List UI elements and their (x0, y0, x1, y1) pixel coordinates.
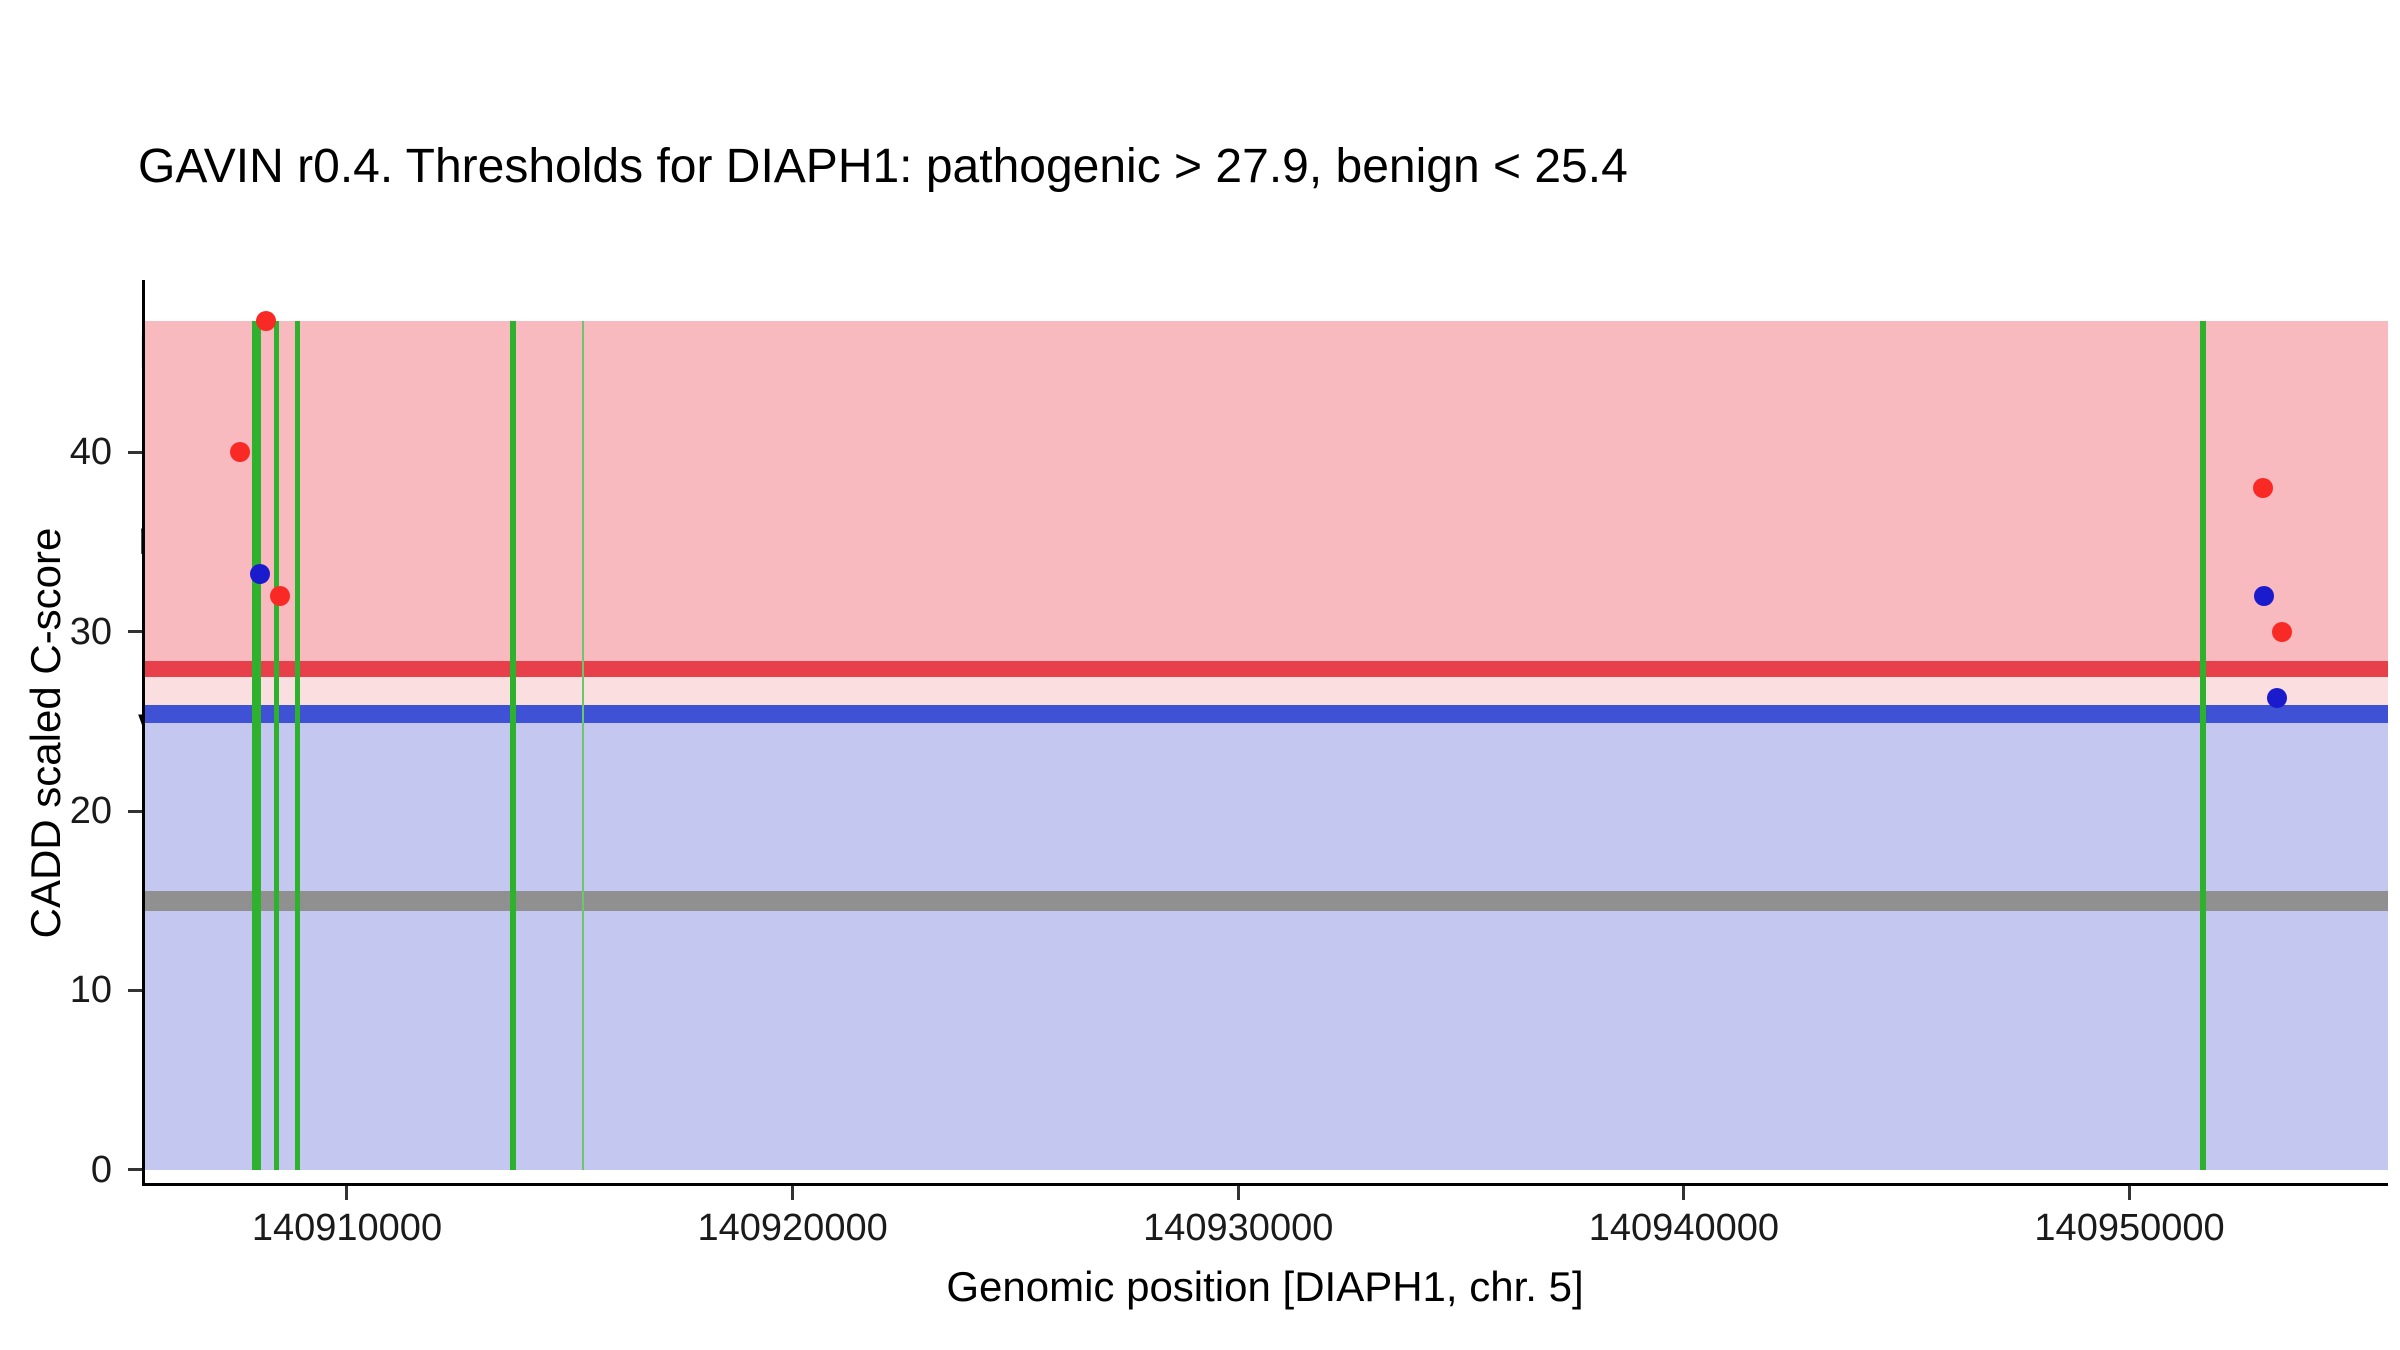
x-axis-label: Genomic position [DIAPH1, chr. 5] (946, 1263, 1584, 1310)
y-tick-label: 0 (90, 1148, 112, 1191)
title-line-1: GAVIN r0.4. Thresholds for DIAPH1: patho… (138, 140, 1628, 193)
y-axis-tick (128, 450, 142, 454)
y-axis-tick (128, 988, 142, 992)
gnomad-variant-point (2254, 585, 2275, 606)
refseq-exon-line (252, 321, 262, 1170)
fallback-threshold-band (142, 890, 2388, 911)
x-axis-line (142, 1183, 2388, 1186)
x-tick-label: 140910000 (251, 1207, 443, 1249)
benign-zone (142, 714, 2388, 1170)
y-tick-label: 30 (69, 610, 112, 653)
refseq-exon-line (274, 321, 280, 1170)
clinvar-variant-point (230, 442, 251, 463)
y-axis-tick (128, 630, 142, 634)
y-axis-line (142, 280, 145, 1186)
x-axis-tick (1236, 1186, 1240, 1200)
x-axis-tick (791, 1186, 795, 1200)
y-axis-tick (128, 1168, 142, 1172)
x-axis-tick (2128, 1186, 2132, 1200)
x-tick-label: 140930000 (1143, 1207, 1334, 1249)
x-axis-tick (1682, 1186, 1686, 1200)
clinvar-variant-point (2272, 621, 2293, 642)
y-tick-label: 20 (69, 790, 112, 833)
x-tick-label: 140940000 (1588, 1207, 1779, 1249)
plot-panel: 0 10 20 30 40 140910000 140920000 140930000 1409… (70, 280, 2388, 1249)
x-tick-label: 140920000 (697, 1207, 888, 1249)
refseq-exon-line (581, 321, 584, 1170)
gnomad-variant-point (249, 564, 270, 585)
y-axis-tick (128, 809, 142, 813)
benign-threshold-band (142, 705, 2388, 724)
refseq-exon-line (2199, 321, 2206, 1170)
clinvar-variant-point (269, 585, 290, 606)
refseq-exon-line (294, 321, 300, 1170)
gnomad-variant-point (2266, 688, 2287, 709)
y-tick-label: 40 (69, 431, 112, 474)
x-axis-tick (345, 1186, 349, 1200)
clinvar-variant-point (2252, 478, 2273, 499)
y-tick-label: 10 (69, 969, 112, 1012)
pathogenic-zone (142, 321, 2388, 670)
x-tick-label: 140950000 (2034, 1207, 2225, 1249)
clinvar-variant-point (255, 311, 276, 332)
pathogenic-threshold-band (142, 661, 2388, 678)
refseq-exon-line (510, 321, 517, 1170)
